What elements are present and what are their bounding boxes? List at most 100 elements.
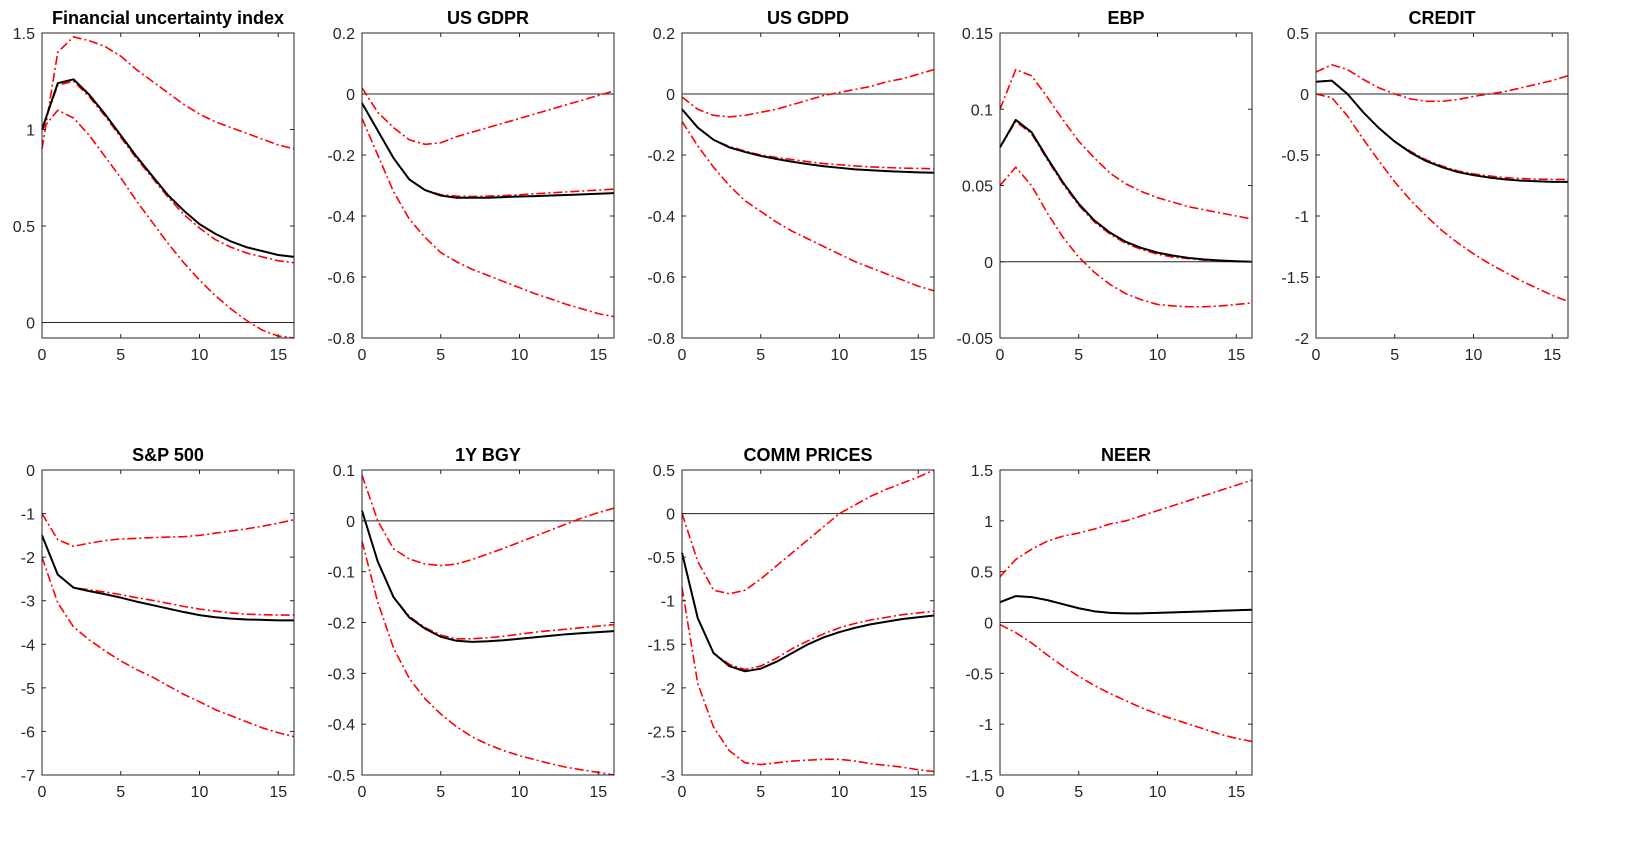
y-tick-label: -0.4 xyxy=(327,717,355,734)
confidence-band-line xyxy=(1315,93,1569,303)
panel-title: US GDPD xyxy=(767,8,849,28)
x-tick-label: 10 xyxy=(831,784,849,801)
x-tick-label: 0 xyxy=(1312,347,1321,364)
x-tick-label: 0 xyxy=(38,784,47,801)
y-tick-label: 0 xyxy=(346,514,355,531)
x-tick-label: 15 xyxy=(1227,347,1245,364)
x-tick-label: 15 xyxy=(1543,347,1561,364)
median-response-line xyxy=(681,108,935,174)
median-response-line xyxy=(41,78,295,258)
y-tick-label: 0.5 xyxy=(653,463,675,480)
confidence-band-line xyxy=(361,87,615,146)
confidence-band-line xyxy=(681,121,935,292)
x-tick-label: 0 xyxy=(996,784,1005,801)
y-tick-label: 0 xyxy=(1300,87,1309,104)
confidence-band-line xyxy=(999,166,1253,308)
panel-5: 0 5 10 15 -2 -1.5 -1 -0.5 0 0.5 CREDIT xyxy=(1281,8,1569,364)
y-tick-label: 1 xyxy=(984,514,993,531)
y-tick-label: -0.4 xyxy=(327,209,355,226)
confidence-band-line xyxy=(1315,63,1569,103)
y-tick-label: 0.2 xyxy=(333,26,355,43)
confidence-band-line xyxy=(1315,79,1568,181)
axes-box xyxy=(41,469,295,776)
confidence-band-line xyxy=(41,556,295,738)
y-tick-label: -7 xyxy=(21,768,35,785)
panel-8: 0 5 10 15 -3 -2.5 -2 -1.5 -1 -0.5 0 0.5 COMM PRICES xyxy=(647,445,935,801)
panel-title: Financial uncertainty index xyxy=(52,8,284,28)
x-tick-label: 5 xyxy=(116,347,125,364)
y-tick-label: 1 xyxy=(26,123,35,140)
median-response-line xyxy=(1315,79,1568,183)
x-tick-label: 15 xyxy=(589,347,607,364)
confidence-band-line xyxy=(361,510,615,640)
y-tick-label: -3 xyxy=(21,594,35,611)
y-tick-label: -0.6 xyxy=(327,270,355,287)
confidence-band-line xyxy=(999,68,1253,220)
axes-box xyxy=(361,469,615,776)
confidence-band-line xyxy=(361,540,615,776)
x-tick-label: 15 xyxy=(909,784,927,801)
median-response-line xyxy=(999,118,1253,263)
median-response-line xyxy=(999,595,1253,615)
y-tick-label: -2 xyxy=(661,681,675,698)
y-tick-label: -0.05 xyxy=(957,331,994,348)
x-tick-label: 10 xyxy=(1465,347,1483,364)
x-tick-label: 5 xyxy=(756,784,765,801)
x-tick-label: 15 xyxy=(589,784,607,801)
y-tick-label: 0.1 xyxy=(971,102,993,119)
y-tick-label: -0.1 xyxy=(327,565,355,582)
panel-title: COMM PRICES xyxy=(743,445,872,465)
x-tick-label: 10 xyxy=(191,347,209,364)
x-tick-label: 5 xyxy=(116,784,125,801)
axes-box xyxy=(1315,32,1569,339)
y-tick-label: -2 xyxy=(21,550,35,567)
y-tick-label: -0.5 xyxy=(965,666,993,683)
y-tick-label: -0.2 xyxy=(327,148,355,165)
y-tick-label: -5 xyxy=(21,681,35,698)
y-tick-label: 1.5 xyxy=(971,463,993,480)
y-tick-label: 0 xyxy=(666,507,675,524)
x-tick-label: 5 xyxy=(436,784,445,801)
x-tick-label: 5 xyxy=(756,347,765,364)
panel-1: 0 5 10 15 0 0.5 1 1.5 Financial uncertainty inde… xyxy=(13,8,295,364)
y-tick-label: 0 xyxy=(984,616,993,633)
y-tick-label: 0.1 xyxy=(333,463,355,480)
y-tick-label: 0 xyxy=(26,316,35,333)
x-tick-label: 0 xyxy=(358,784,367,801)
median-response-line xyxy=(41,534,294,622)
confidence-band-line xyxy=(361,102,615,198)
x-tick-label: 0 xyxy=(678,347,687,364)
y-tick-label: -1.5 xyxy=(647,637,675,654)
x-tick-label: 5 xyxy=(1390,347,1399,364)
panel-9: 0 5 10 15 -1.5 -1 -0.5 0 0.5 1 1.5 NEER xyxy=(965,445,1253,801)
confidence-band-line xyxy=(999,623,1253,743)
x-tick-label: 0 xyxy=(358,347,367,364)
y-tick-label: 0.2 xyxy=(653,26,675,43)
y-tick-label: 0.5 xyxy=(13,219,35,236)
y-tick-label: -1 xyxy=(1295,209,1309,226)
x-tick-label: 0 xyxy=(38,347,47,364)
y-tick-label: -2.5 xyxy=(647,724,675,741)
y-tick-label: -0.2 xyxy=(647,148,675,165)
y-tick-label: 0 xyxy=(26,463,35,480)
y-tick-label: 0 xyxy=(346,87,355,104)
x-tick-label: 10 xyxy=(511,784,529,801)
y-tick-label: -0.5 xyxy=(327,768,355,785)
x-tick-label: 0 xyxy=(996,347,1005,364)
y-tick-label: 0.15 xyxy=(962,26,993,43)
confidence-band-line xyxy=(681,108,935,170)
panel-title: CREDIT xyxy=(1409,8,1476,28)
y-tick-label: -3 xyxy=(661,768,675,785)
x-tick-label: 10 xyxy=(1149,784,1167,801)
y-tick-label: 0.5 xyxy=(971,565,993,582)
panel-title: EBP xyxy=(1107,8,1144,28)
confidence-band-line xyxy=(361,474,615,567)
confidence-band-line xyxy=(41,109,295,339)
y-tick-label: -4 xyxy=(21,637,35,654)
y-tick-label: 0.05 xyxy=(962,179,993,196)
y-tick-label: -0.8 xyxy=(327,331,355,348)
confidence-band-line xyxy=(361,118,615,318)
confidence-band-line xyxy=(681,68,935,118)
axes-box xyxy=(361,32,615,339)
